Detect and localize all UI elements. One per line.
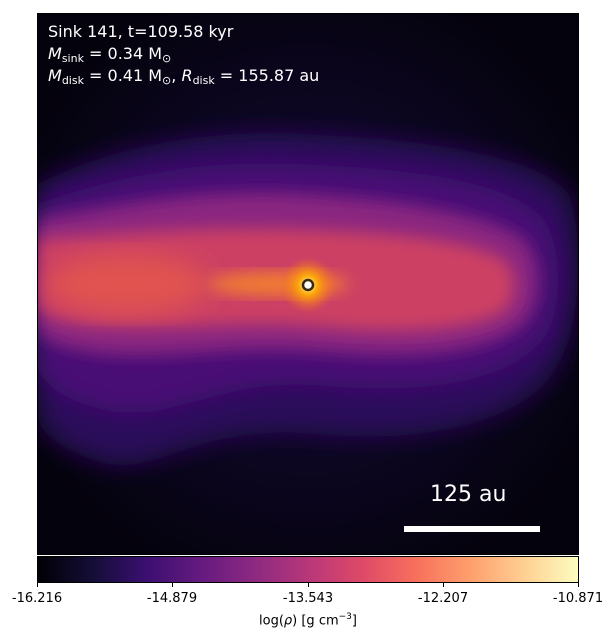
- radius-disk-symbol: R: [181, 66, 193, 85]
- colorbar-tick-label: -13.543: [282, 591, 334, 606]
- sink-mass-text: Msink = 0.34 M⊙: [48, 43, 171, 65]
- colorbar-label-rho: ρ: [283, 613, 293, 629]
- mass-disk-symbol: M: [48, 66, 62, 85]
- colorbar-tick: [578, 583, 579, 587]
- colorbar-tick: [172, 583, 173, 587]
- colorbar-label: log(ρ) [g cm−3]: [259, 612, 357, 628]
- disk-properties-text: Mdisk = 0.41 M⊙, Rdisk = 155.87 au: [48, 65, 319, 87]
- colorbar-tick-label: -12.207: [417, 591, 469, 606]
- mass-sink-unit-subscript: ⊙: [162, 52, 172, 65]
- colorbar-tick-label: -16.216: [11, 591, 63, 606]
- colorbar-label-suffix: ]: [351, 613, 357, 629]
- colorbar-tick: [37, 583, 38, 587]
- density-map-image: [38, 14, 578, 554]
- mass-disk-value: = 0.41 M: [83, 66, 163, 85]
- density-map-panel: Sink 141, t=109.58 kyr Msink = 0.34 M⊙ M…: [37, 13, 579, 555]
- sink-marker: [301, 278, 315, 292]
- scalebar: [404, 526, 540, 532]
- colorbar-label-prefix: log(: [259, 613, 284, 629]
- colorbar-label-units: ) [g cm: [292, 613, 339, 629]
- separator: ,: [171, 66, 182, 85]
- radius-disk-subscript: disk: [192, 74, 215, 87]
- colorbar: [37, 556, 579, 583]
- sink-title: Sink 141, t=109.58 kyr: [48, 22, 234, 41]
- scalebar-label: 125 au: [430, 482, 507, 507]
- mass-sink-symbol: M: [48, 44, 62, 63]
- mass-disk-unit-subscript: ⊙: [162, 74, 172, 87]
- colorbar-label-exponent: −3: [338, 612, 352, 622]
- mass-sink-value: = 0.34 M: [83, 44, 163, 63]
- colorbar-tick-label: -10.871: [552, 591, 604, 606]
- mass-disk-subscript: disk: [61, 74, 84, 87]
- colorbar-tick: [443, 583, 444, 587]
- disk-left-lobe: [48, 254, 208, 314]
- mass-sink-subscript: sink: [61, 52, 84, 65]
- colorbar-tick: [308, 583, 309, 587]
- radius-disk-value: = 155.87 au: [214, 66, 320, 85]
- colorbar-tick-label: -14.879: [146, 591, 198, 606]
